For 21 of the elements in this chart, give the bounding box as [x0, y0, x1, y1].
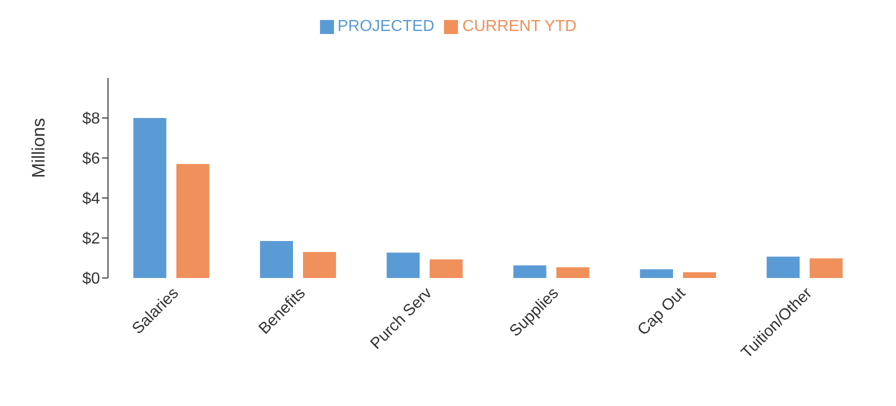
- bar: [386, 252, 420, 278]
- bar: [513, 265, 546, 278]
- bar: [683, 272, 716, 278]
- y-tick-label: $8: [82, 110, 100, 128]
- bar: [133, 118, 166, 278]
- bar: [303, 252, 336, 278]
- bar: [260, 241, 293, 278]
- bar: [430, 259, 463, 278]
- y-tick-label: $0: [82, 270, 100, 288]
- bar: [640, 269, 673, 278]
- bar: [810, 258, 843, 278]
- legend-label: CURRENT YTD: [462, 18, 576, 35]
- y-tick-label: $4: [82, 190, 100, 208]
- bar: [766, 256, 800, 278]
- y-tick-label: $6: [82, 150, 100, 168]
- bar: [556, 267, 590, 278]
- legend-label: PROJECTED: [338, 18, 434, 35]
- y-tick-label: $2: [82, 230, 100, 248]
- x-tick-label: Cap Out: [634, 284, 690, 339]
- y-axis-title: Millions: [28, 118, 48, 178]
- bar: [176, 164, 210, 278]
